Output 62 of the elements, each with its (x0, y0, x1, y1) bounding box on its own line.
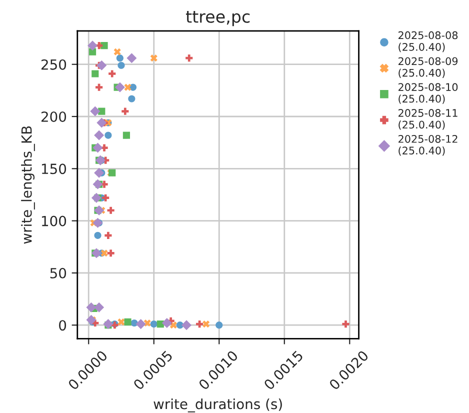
legend-label: 2025-08-10 (25.0.40) (398, 83, 458, 104)
point (104, 232, 112, 239)
point (186, 54, 193, 62)
point (136, 319, 146, 330)
point (124, 84, 132, 91)
point (150, 320, 158, 328)
point (94, 205, 104, 216)
point (216, 322, 223, 329)
point (96, 60, 107, 70)
y-tick-label: 50 (50, 268, 66, 278)
y-axis-title: write_lengths_KB (21, 126, 35, 244)
y-tick-label: 100 (42, 216, 66, 226)
point (114, 82, 125, 92)
point (202, 320, 210, 328)
point (104, 132, 112, 139)
legend-label: 2025-08-08 (25.0.40) (398, 31, 458, 52)
point (92, 179, 103, 190)
point (92, 142, 103, 153)
point (98, 108, 106, 115)
point (91, 248, 102, 258)
point (94, 130, 104, 140)
point (94, 302, 104, 312)
y-tick-label: 200 (41, 111, 66, 122)
point (118, 318, 125, 326)
point (176, 322, 184, 329)
chart-title: ttree,pc (186, 10, 250, 26)
point (91, 192, 102, 203)
point (124, 318, 132, 326)
point (122, 132, 130, 139)
legend-label: 2025-08-11 (25.0.40) (398, 109, 458, 130)
point (107, 250, 114, 257)
point (150, 54, 158, 62)
point (144, 319, 151, 327)
x-axis-title: write_durations (s) (154, 398, 282, 412)
point (90, 106, 100, 116)
y-tick-label: 0 (59, 320, 66, 331)
point (96, 84, 103, 91)
legend-label: 2025-08-12 (25.0.40) (398, 134, 458, 156)
point (108, 70, 116, 78)
point (94, 168, 104, 178)
point (88, 40, 98, 51)
point (107, 206, 114, 214)
legend-label: 2025-08-09 (25.0.40) (398, 57, 458, 78)
point (92, 218, 103, 228)
point (122, 108, 129, 115)
point (94, 232, 102, 239)
point (181, 320, 192, 330)
point (92, 70, 99, 78)
point (128, 95, 136, 102)
point (114, 48, 121, 56)
point (86, 302, 96, 312)
y-tick-label: 250 (41, 59, 66, 70)
point (342, 320, 350, 328)
point (162, 318, 172, 328)
y-tick-label: 150 (42, 164, 66, 174)
point (96, 118, 107, 128)
point (103, 319, 114, 330)
point (116, 54, 124, 62)
point (118, 62, 125, 69)
point (102, 194, 110, 202)
point (126, 53, 137, 64)
point (100, 250, 108, 257)
